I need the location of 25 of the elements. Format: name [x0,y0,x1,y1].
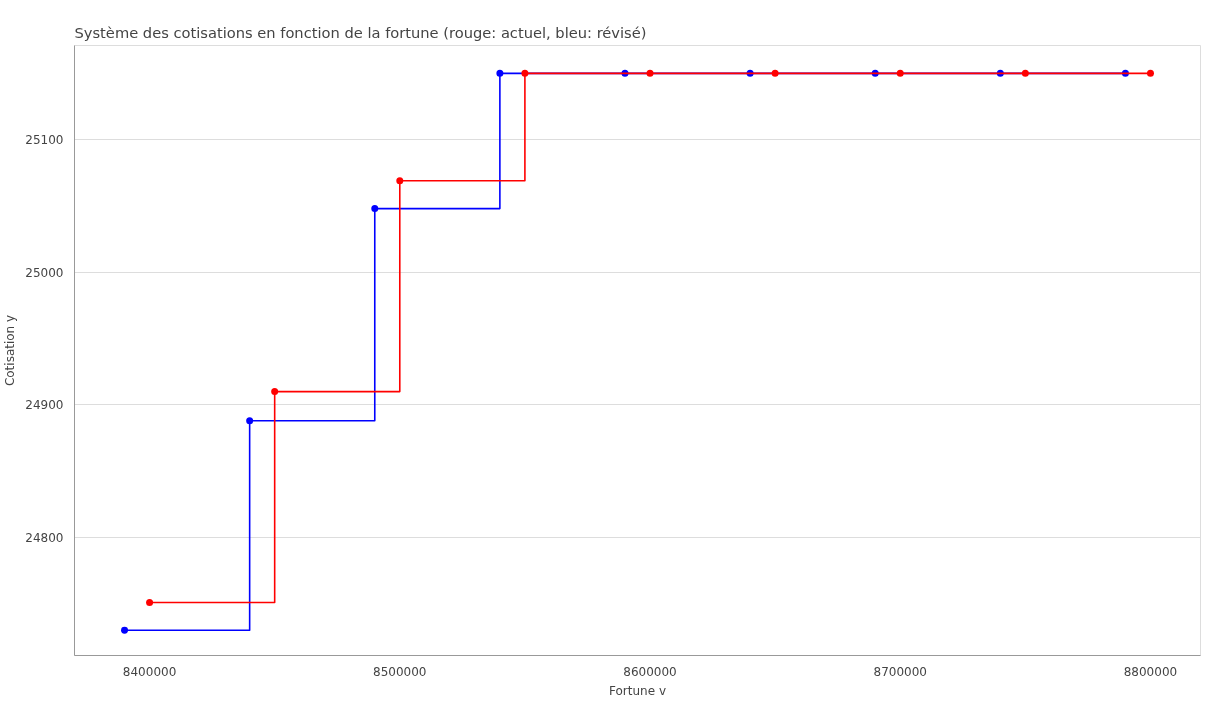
point [396,177,404,185]
point [521,69,529,77]
point [496,69,504,77]
x-axis-title: Fortune v [609,683,666,698]
point [771,69,779,77]
y-tick-label: 25100 [25,133,64,148]
point [271,388,279,396]
y-tick-label: 24800 [25,530,64,545]
point [246,417,254,425]
x-tick-label: 8500000 [373,664,427,679]
point [121,626,129,634]
x-tick-label: 8400000 [122,664,177,679]
point [646,69,654,77]
chart-title: Système des cotisations en fonction de la fortune (rouge: actuel, bleu: révisé) [74,23,647,41]
x-tick-label: 8600000 [623,664,677,679]
y-axis-title: Cotisation y [3,314,18,387]
y-tick-label: 24900 [25,398,64,413]
x-tick-label: 8800000 [1123,664,1178,679]
point [1021,69,1029,77]
point [896,69,904,77]
point [371,205,379,213]
point [1146,69,1154,77]
point [146,598,154,606]
x-tick-label: 8700000 [873,664,927,679]
y-tick-label: 25000 [25,265,64,280]
